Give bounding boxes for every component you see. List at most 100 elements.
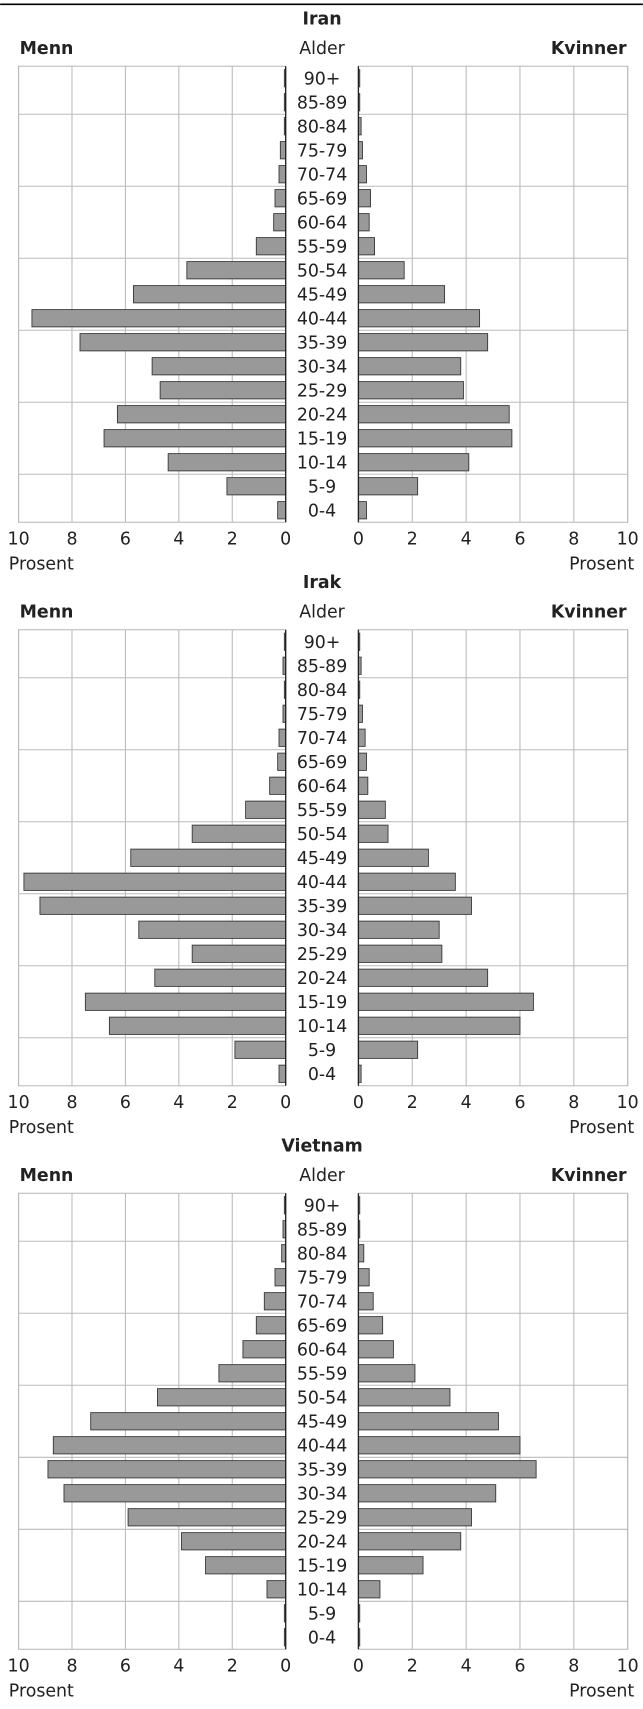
x-axis-label: Prosent xyxy=(9,555,74,575)
bar-left xyxy=(47,1460,287,1479)
age-label: 35-39 xyxy=(297,333,347,353)
legend-right: Kvinner xyxy=(551,1166,627,1186)
x-tick-label: 10 xyxy=(8,1657,30,1677)
x-tick-label: 2 xyxy=(407,1093,418,1113)
age-label: 45-49 xyxy=(297,849,347,869)
age-label: 30-34 xyxy=(297,921,347,941)
legend-left: Menn xyxy=(20,39,74,59)
x-tick-label: 10 xyxy=(8,1093,30,1113)
bar-right xyxy=(357,824,389,843)
bar-left xyxy=(132,285,287,304)
age-label: 45-49 xyxy=(297,285,347,305)
bar-left xyxy=(23,872,287,891)
bar-left xyxy=(130,848,287,867)
bar-left xyxy=(84,992,287,1011)
bar-right xyxy=(357,189,371,208)
y-axis-label: Alder xyxy=(299,39,345,59)
age-label: 40-44 xyxy=(297,1436,347,1456)
bar-left xyxy=(266,1580,287,1599)
bar-left xyxy=(277,752,287,771)
bar-left xyxy=(151,357,287,376)
age-label: 20-24 xyxy=(297,969,347,989)
x-tick-label: 4 xyxy=(461,530,472,550)
bar-left xyxy=(127,1508,287,1527)
x-tick-label: 10 xyxy=(617,530,639,550)
bar-right xyxy=(357,1460,537,1479)
bar-right xyxy=(357,1016,521,1035)
age-label: 60-64 xyxy=(297,777,347,797)
age-label: 85-89 xyxy=(297,1220,347,1240)
legend-right: Kvinner xyxy=(551,39,627,59)
x-tick-label: 2 xyxy=(227,1093,238,1113)
age-label: 75-79 xyxy=(297,1268,347,1288)
bar-right xyxy=(357,896,472,915)
bar-right xyxy=(357,285,446,304)
x-tick-label: 6 xyxy=(120,1657,131,1677)
bar-left xyxy=(138,920,287,939)
bar-right xyxy=(357,1340,394,1359)
bar-left xyxy=(167,453,287,472)
bar-left xyxy=(269,776,287,795)
bar-left xyxy=(278,1064,287,1083)
bar-right xyxy=(357,1580,381,1599)
x-tick-label: 0 xyxy=(280,1657,291,1677)
bar-right xyxy=(357,381,464,400)
bar-left xyxy=(79,333,287,352)
bar-right xyxy=(357,776,369,795)
age-label: 5-9 xyxy=(308,1604,336,1624)
x-axis-label: Prosent xyxy=(569,555,634,575)
x-tick-label: 8 xyxy=(568,530,579,550)
legend-left: Menn xyxy=(20,602,74,622)
bar-left xyxy=(191,944,287,963)
age-label: 10-14 xyxy=(297,1017,347,1037)
age-label: 15-19 xyxy=(297,993,347,1013)
age-label: 65-69 xyxy=(297,1316,347,1336)
x-tick-label: 10 xyxy=(8,530,30,550)
bar-right xyxy=(357,165,367,184)
bar-left xyxy=(205,1556,287,1575)
legend-left: Menn xyxy=(20,1166,74,1186)
bar-left xyxy=(218,1364,287,1383)
age-label: 10-14 xyxy=(297,453,347,473)
age-label: 30-34 xyxy=(297,1484,347,1504)
x-axis-label: Prosent xyxy=(9,1682,74,1702)
bar-left xyxy=(255,237,287,256)
bar-right xyxy=(357,800,386,819)
x-tick-label: 10 xyxy=(617,1093,639,1113)
bar-left xyxy=(52,1436,287,1455)
bar-right xyxy=(357,1040,419,1059)
age-label: 50-54 xyxy=(297,261,347,281)
bar-left xyxy=(108,1016,287,1035)
legend-right: Kvinner xyxy=(551,602,627,622)
bar-left xyxy=(31,309,287,328)
bar-right xyxy=(357,429,513,448)
bar-right xyxy=(357,261,405,280)
bar-right xyxy=(357,237,376,256)
age-label: 70-74 xyxy=(297,1292,347,1312)
age-label: 0-4 xyxy=(308,1065,336,1085)
bar-left xyxy=(103,429,287,448)
bar-left xyxy=(278,165,287,184)
age-label: 20-24 xyxy=(297,1532,347,1552)
age-label: 15-19 xyxy=(297,429,347,449)
x-tick-label: 6 xyxy=(120,530,131,550)
bar-right xyxy=(357,968,489,987)
x-tick-label: 6 xyxy=(514,1657,525,1677)
x-tick-label: 0 xyxy=(280,1093,291,1113)
x-tick-label: 8 xyxy=(66,530,77,550)
bar-right xyxy=(357,920,440,939)
age-label: 25-29 xyxy=(297,381,347,401)
bar-right xyxy=(357,1508,472,1527)
age-label: 55-59 xyxy=(297,1364,347,1384)
age-label: 0-4 xyxy=(308,1628,336,1648)
x-tick-label: 8 xyxy=(66,1093,77,1113)
bar-right xyxy=(357,333,489,352)
bar-right xyxy=(357,1292,374,1311)
age-label: 55-59 xyxy=(297,801,347,821)
x-tick-label: 4 xyxy=(461,1657,472,1677)
age-label: 30-34 xyxy=(297,357,347,377)
x-tick-label: 8 xyxy=(568,1657,579,1677)
bar-right xyxy=(357,848,429,867)
age-label: 75-79 xyxy=(297,141,347,161)
